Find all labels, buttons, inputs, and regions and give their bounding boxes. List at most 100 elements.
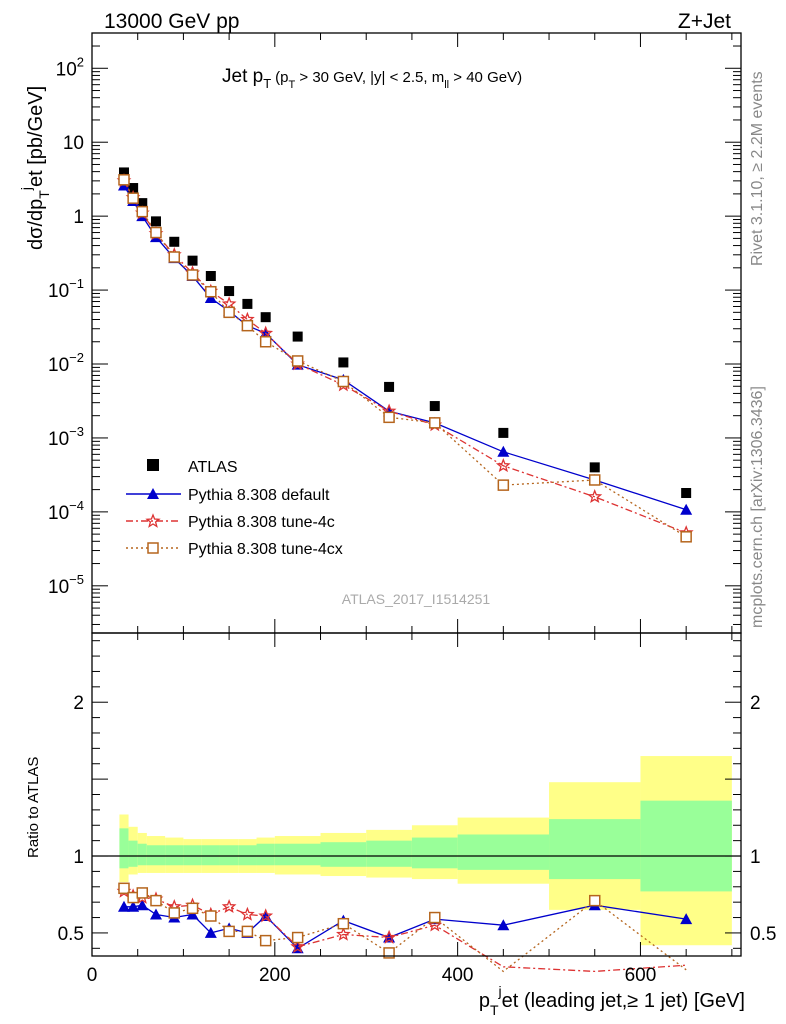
plot-title: Jet pT (pT > 30 GeV, |y| < 2.5, mll > 40 … [222, 66, 522, 91]
data-point [429, 417, 441, 429]
data-point [150, 216, 161, 227]
data-point [224, 286, 235, 297]
data-point [498, 427, 509, 438]
ratio-y-tick-label-right: 0.5 [750, 924, 776, 945]
data-point [681, 488, 692, 499]
data-point [588, 894, 601, 907]
data-point [205, 271, 216, 282]
series-line [123, 179, 687, 538]
legend: ATLAS Pythia 8.308 default Pythia 8.308 … [126, 459, 343, 558]
data-point [259, 934, 272, 947]
band-inner-bin [238, 845, 257, 866]
x-tick-label: 200 [259, 965, 291, 986]
data-point [291, 931, 304, 944]
band-inner-bin [366, 840, 412, 867]
band-inner-bin [256, 843, 275, 866]
x-tick-label: 0 [87, 965, 98, 986]
data-point [429, 401, 440, 412]
data-point [242, 298, 253, 309]
data-point [290, 939, 306, 954]
ratio-y-tick-label: 0.5 [58, 924, 84, 945]
data-point [221, 898, 237, 914]
series-atlas [118, 167, 692, 499]
legend-tune4c-label: Pythia 8.308 tune-4c [188, 514, 335, 531]
x-axis-label: pTjet (leading jet,≥ 1 jet) [GeV] [479, 983, 745, 1018]
legend-default-label: Pythia 8.308 default [188, 487, 330, 504]
data-point [337, 375, 350, 388]
data-point [205, 285, 217, 298]
process-label: Z+Jet [678, 10, 731, 33]
series-line [123, 180, 687, 534]
data-point [497, 445, 510, 457]
band-inner-bin [640, 800, 732, 892]
y-tick-label: 10−5 [48, 572, 84, 598]
y-tick-label: 10−4 [48, 498, 84, 524]
ratio-y-tick-label: 1 [73, 847, 84, 868]
band-inner-bin [219, 845, 239, 866]
data-point [168, 251, 181, 263]
ratio-series-pythia-8-308-default [117, 899, 693, 954]
ratio-y-tick-label-right: 1 [750, 847, 761, 868]
band-inner-bin [201, 845, 220, 866]
band-inner-bin [274, 843, 321, 866]
data-point [337, 917, 350, 930]
data-point [241, 925, 254, 938]
y-tick-label: 10 [63, 133, 84, 154]
band-inner-bin [457, 834, 550, 870]
data-point [127, 900, 140, 912]
ratio-uncertainty-bands [119, 756, 732, 946]
ratio-y-tick-label-right: 2 [750, 693, 761, 714]
ratio-series-line [123, 890, 687, 973]
axes: 0 200 400 600 102 10 1 10−1 10−2 10−3 10−4 10−5 2 2 1 1… [48, 32, 776, 986]
data-point [118, 167, 129, 178]
data-point [260, 312, 271, 323]
data-point [118, 882, 130, 895]
ratio-y-tick-label: 2 [73, 693, 84, 714]
data-point [137, 198, 148, 209]
legend-atlas-label: ATLAS [188, 459, 238, 476]
data-point [587, 489, 603, 504]
ratio-series-pythia-8-308-tune-4cx [118, 882, 687, 973]
band-inner-bin [165, 845, 184, 866]
analysis-id: ATLAS_2017_I1514251 [342, 591, 491, 607]
data-point [149, 908, 162, 920]
x-tick-label: 600 [625, 965, 657, 986]
y-tick-label: 102 [56, 54, 84, 80]
data-point [429, 911, 441, 924]
data-point [680, 531, 692, 543]
legend-default-marker [147, 488, 159, 499]
data-point [136, 899, 149, 911]
data-point [136, 887, 149, 899]
data-point [240, 906, 255, 921]
data-point [258, 325, 274, 340]
data-point [221, 296, 237, 311]
data-point [291, 355, 304, 367]
data-point [150, 894, 162, 907]
data-point [187, 255, 198, 266]
y-tick-label: 10−2 [48, 350, 84, 376]
band-inner-bin [146, 845, 166, 866]
data-point [117, 900, 130, 912]
band-inner-bin [411, 837, 458, 869]
data-point [589, 462, 600, 473]
data-point [168, 907, 181, 919]
band-inner-bin [320, 842, 367, 867]
data-point [338, 357, 349, 368]
band-inner-bin [128, 840, 138, 867]
data-point [118, 174, 130, 186]
data-point [497, 479, 510, 491]
data-point [495, 458, 511, 473]
band-inner-bin [119, 828, 129, 869]
data-point [241, 319, 254, 332]
data-point [383, 411, 395, 424]
rivet-label: Rivet 3.1.10, ≥ 2.2M events [749, 71, 766, 266]
y-tick-label: 10−1 [48, 276, 84, 302]
data-point [128, 183, 139, 194]
series-pythia-8-308-tune-4cx [118, 174, 692, 543]
data-point [292, 331, 303, 342]
legend-tune4cx-label: Pythia 8.308 tune-4cx [188, 541, 343, 558]
ratio-plot-area [92, 855, 741, 973]
data-point [150, 226, 162, 239]
mcplots-label: mcplots.cern.ch [arXiv:1306.3436] [749, 386, 766, 628]
